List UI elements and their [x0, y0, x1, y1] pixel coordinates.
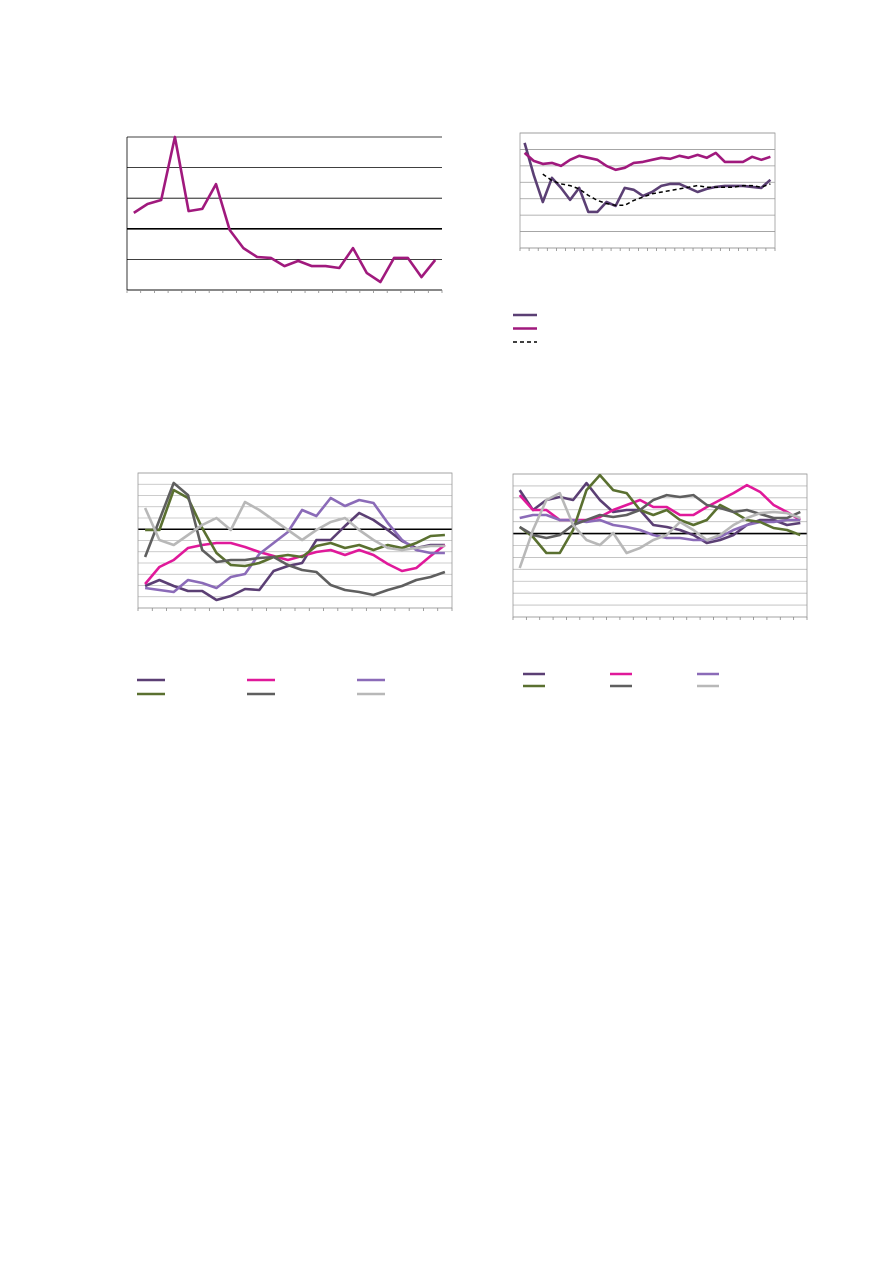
series-line — [519, 493, 801, 540]
series-line — [523, 151, 771, 172]
series-line — [133, 135, 437, 284]
series-line — [523, 142, 772, 214]
series-line — [144, 511, 445, 602]
series-line — [144, 496, 445, 594]
series-line — [143, 481, 446, 597]
plot-frame — [519, 132, 776, 249]
series-line — [143, 500, 445, 552]
series-line — [518, 491, 801, 569]
series-line — [518, 473, 801, 555]
series-line — [144, 541, 446, 585]
series-line — [145, 488, 445, 568]
